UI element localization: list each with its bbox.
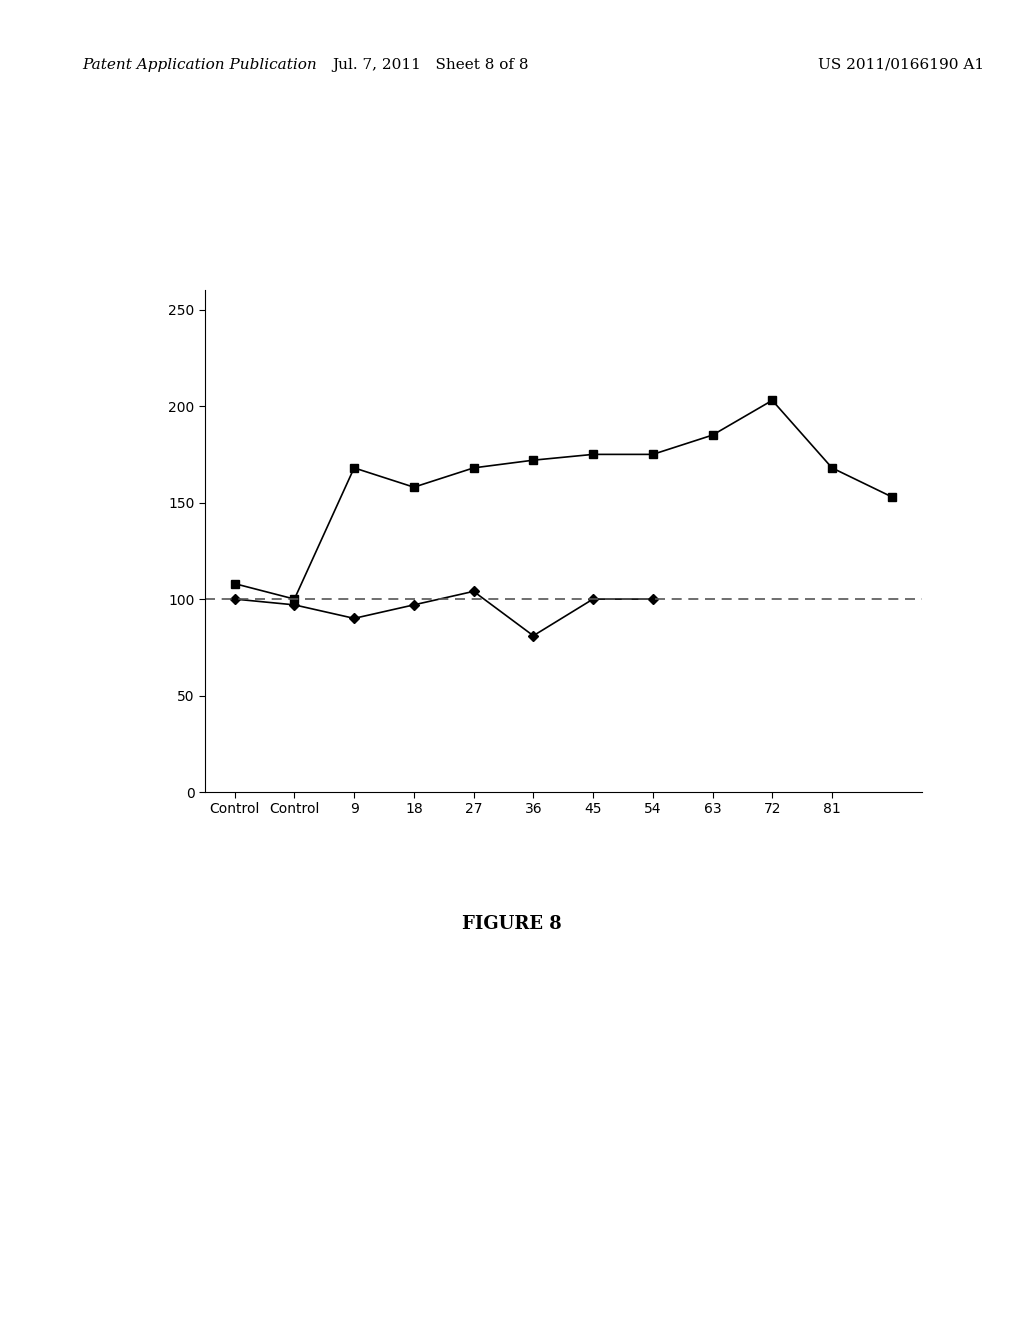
Text: US 2011/0166190 A1: US 2011/0166190 A1 (818, 58, 984, 71)
Text: Jul. 7, 2011   Sheet 8 of 8: Jul. 7, 2011 Sheet 8 of 8 (332, 58, 528, 71)
Text: FIGURE 8: FIGURE 8 (462, 915, 562, 933)
Text: Patent Application Publication: Patent Application Publication (82, 58, 316, 71)
